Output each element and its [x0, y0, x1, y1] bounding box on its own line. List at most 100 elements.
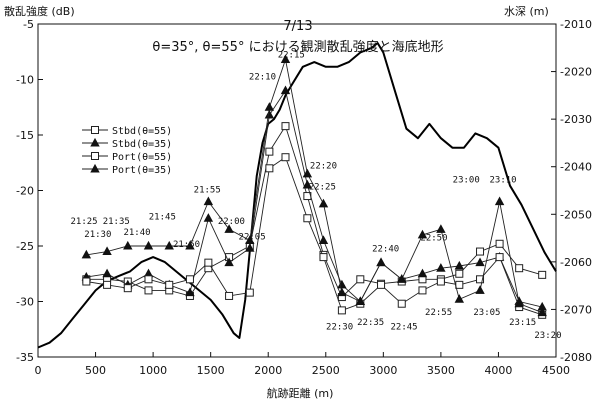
- y-left-tick-label: -35: [16, 351, 34, 364]
- time-label: 21:25: [70, 217, 97, 227]
- data-point: [376, 257, 386, 267]
- series-0: [82, 122, 547, 302]
- data-point: [377, 280, 386, 289]
- data-point: [280, 54, 291, 64]
- data-point: [318, 235, 329, 244]
- data-point: [436, 263, 446, 272]
- y-left-tick-label: -10: [16, 74, 34, 87]
- data-point: [476, 247, 485, 256]
- data-point: [245, 235, 255, 244]
- time-label: 22:25: [309, 182, 336, 192]
- data-point: [144, 275, 153, 284]
- data-point: [454, 294, 465, 303]
- data-point: [281, 153, 290, 162]
- data-point: [337, 279, 347, 289]
- time-label: 21:50: [173, 240, 200, 250]
- data-point: [281, 122, 290, 131]
- data-point: [454, 260, 465, 270]
- data-point: [164, 240, 174, 250]
- y-left-tick-label: -25: [16, 240, 34, 253]
- data-point: [495, 253, 504, 262]
- legend: Stbd(θ=55) Stbd(θ=35) Port(θ=55) Port(θ=35): [82, 126, 172, 176]
- data-point: [81, 249, 92, 259]
- data-point: [302, 168, 313, 178]
- time-label: 22:45: [391, 322, 418, 332]
- time-label: 22:55: [425, 308, 452, 318]
- y-left-tick-label: -30: [16, 296, 34, 309]
- data-point: [318, 198, 329, 208]
- time-label: 23:05: [473, 308, 500, 318]
- data-point: [280, 85, 291, 95]
- data-point: [515, 264, 524, 273]
- legend-marker: [90, 137, 100, 147]
- data-point: [123, 284, 132, 293]
- data-point: [436, 277, 445, 286]
- x-tick-label: 3000: [369, 364, 397, 377]
- time-label: 21:40: [123, 228, 150, 238]
- x-tick-label: 4500: [542, 364, 570, 377]
- data-point: [476, 275, 485, 284]
- data-point: [203, 213, 214, 222]
- data-point: [436, 224, 446, 233]
- data-point: [265, 164, 274, 173]
- data-point: [397, 299, 406, 308]
- legend-item: Stbd(θ=35): [82, 137, 172, 150]
- data-point: [303, 214, 312, 223]
- y-left-tick-label: -15: [16, 129, 34, 142]
- data-point: [417, 229, 428, 239]
- data-point: [418, 286, 427, 295]
- data-point: [355, 296, 366, 306]
- legend-label: Stbd(θ=35): [112, 139, 172, 150]
- y-right-tick-label: -2080: [560, 351, 592, 364]
- time-label: 22:35: [357, 318, 384, 328]
- data-point: [495, 239, 504, 248]
- series-3: [81, 54, 547, 317]
- data-point: [185, 287, 195, 297]
- data-point: [102, 268, 112, 278]
- data-point: [225, 291, 234, 300]
- series-group: [81, 54, 547, 319]
- data-point: [245, 288, 254, 297]
- data-point: [144, 286, 153, 295]
- data-point: [245, 243, 255, 252]
- time-label: 22:30: [326, 322, 353, 332]
- data-point: [123, 240, 133, 250]
- data-point: [514, 298, 524, 308]
- data-point: [82, 277, 91, 286]
- x-tick-label: 3500: [427, 364, 455, 377]
- data-point: [264, 102, 275, 111]
- data-point: [302, 179, 313, 189]
- y-right-tick-label: -2060: [560, 256, 592, 269]
- data-point: [102, 246, 112, 256]
- data-point: [103, 280, 112, 289]
- legend-marker: [90, 163, 100, 173]
- x-axis-label: 航跡距離 (m): [267, 386, 334, 400]
- time-label: 22:20: [310, 161, 337, 171]
- depth-profile-line: [37, 42, 557, 349]
- time-label: 21:55: [194, 186, 221, 196]
- time-label: 23:20: [534, 331, 561, 341]
- left-axis-label: 散乱強度 (dB): [4, 4, 75, 18]
- data-point: [204, 258, 213, 267]
- time-label: 21:30: [84, 230, 111, 240]
- time-label: 21:45: [149, 212, 176, 222]
- data-point: [264, 109, 275, 119]
- legend-label: Port(θ=35): [112, 165, 172, 176]
- y-right-tick-label: -2050: [560, 208, 592, 221]
- data-point: [417, 268, 428, 278]
- time-label: 23:10: [490, 176, 517, 186]
- data-point: [165, 280, 174, 289]
- time-label: 23:00: [453, 176, 480, 186]
- data-point: [356, 275, 365, 284]
- data-point: [337, 306, 346, 315]
- right-axis-label: 水深 (m): [504, 5, 549, 18]
- data-point: [455, 280, 464, 289]
- data-point: [397, 274, 407, 283]
- legend-item: Stbd(θ=55): [82, 126, 172, 137]
- y-right-tick-label: -2030: [560, 113, 592, 126]
- x-tick-label: 2500: [312, 364, 340, 377]
- y-right-tick-label: -2070: [560, 303, 592, 316]
- time-label: 22:10: [249, 73, 276, 83]
